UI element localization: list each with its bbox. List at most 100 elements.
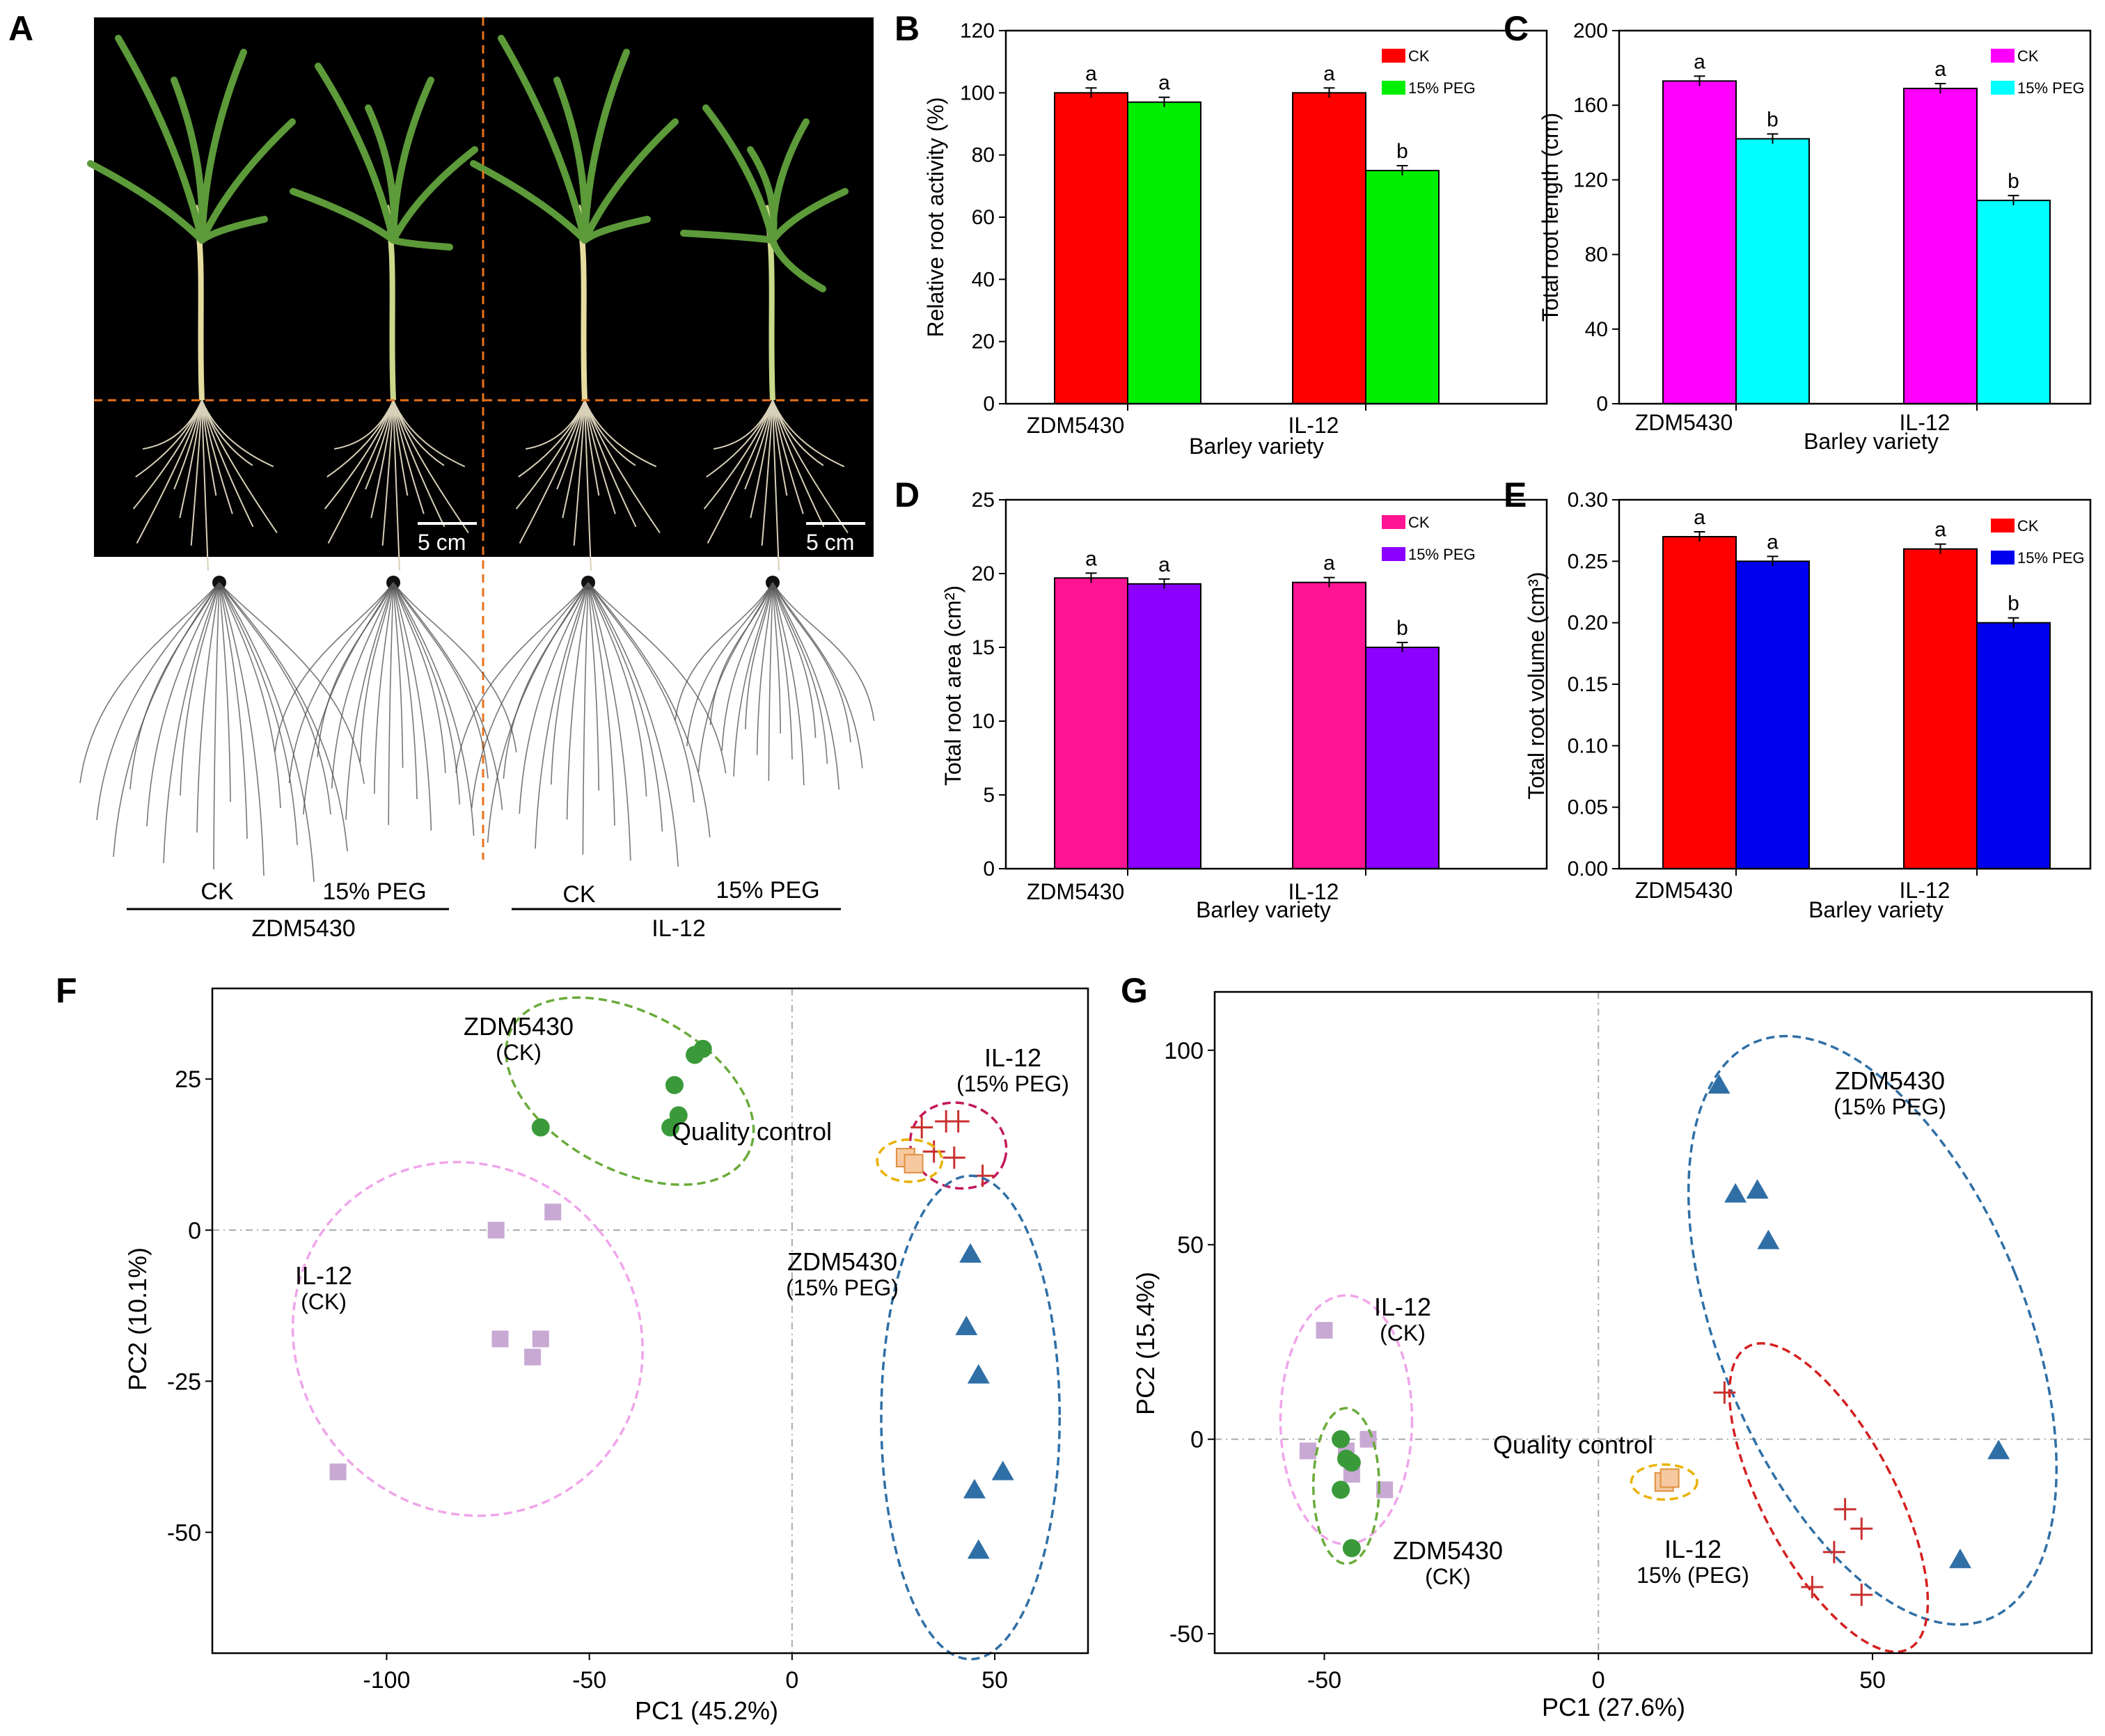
point-plus: [922, 1140, 945, 1163]
y-axis-label: Total root area (cm²): [940, 585, 965, 786]
root-scan-line: [393, 582, 460, 805]
x-tick-label: 50: [981, 1667, 1008, 1694]
significance-letter: a: [1934, 58, 1946, 81]
x-tick-label: -50: [572, 1667, 606, 1694]
plant-leaf: [581, 49, 630, 244]
root-scan-line: [303, 582, 394, 815]
plant-root: [772, 400, 788, 496]
bar: [1662, 80, 1737, 405]
root-scan-line: [772, 582, 828, 764]
x-axis-label: PC1 (45.2%): [635, 1696, 778, 1725]
y-tick-label: 0.15: [1568, 673, 1608, 696]
plant-illustrations: [87, 35, 849, 571]
y-tick-label: 40: [1585, 318, 1608, 341]
category-label: ZDM5430: [1635, 410, 1733, 435]
legend-swatch: [1991, 49, 2015, 63]
panel-g-chart: GIL-12(CK)ZDM5430(CK)ZDM5430(15% PEG)IL-…: [1121, 971, 2093, 1721]
plant-root: [761, 400, 773, 546]
significance-letter: a: [1085, 62, 1097, 85]
scale-bar-label-2: 5 cm: [806, 530, 854, 555]
root-scan-line: [393, 582, 432, 831]
bar: [1976, 199, 2051, 404]
root-scan-line: [146, 582, 220, 827]
root-scan-line: [359, 582, 394, 763]
significance-letter: a: [1694, 50, 1705, 73]
plant-root: [772, 400, 825, 528]
plant-leaf: [768, 118, 810, 244]
group-label: Quality control: [1493, 1430, 1653, 1459]
point-plus: [947, 1110, 970, 1133]
group-sublabel: (15% PEG): [786, 1275, 899, 1300]
y-tick-label: 0.20: [1568, 612, 1608, 635]
point-plus: [1801, 1576, 1824, 1598]
group-ellipse: [876, 1138, 944, 1183]
bar: [1127, 101, 1201, 404]
x-tick-label: 0: [785, 1667, 798, 1694]
plant-root: [393, 400, 446, 528]
y-axis-label: Total root length (cm): [1538, 113, 1563, 322]
legend-swatch: [1991, 551, 2015, 565]
group-sublabel: (15% PEG): [1834, 1094, 1946, 1119]
x-axis-label: Barley variety: [1808, 897, 1944, 922]
group-ellipse: [1687, 1034, 2058, 1626]
root-scans: [79, 576, 875, 883]
root-scan-line: [455, 582, 589, 773]
significance-letter: b: [1396, 617, 1408, 640]
point-plus: [1850, 1517, 1873, 1540]
y-tick-label: 80: [1585, 244, 1608, 267]
y-tick-label: -50: [167, 1520, 201, 1546]
plant-leaf: [702, 104, 776, 244]
panel-d-chart: Da a ZDM5430 a b IL-12 0 5 10 15 20 25 CK 15% PEG Barl…: [894, 475, 1548, 922]
legend-label: 15% PEG: [1408, 79, 1476, 97]
category-label: IL-12: [1288, 413, 1339, 438]
legend-swatch: [1382, 81, 1405, 95]
group-label: IL-12: [295, 1261, 352, 1290]
bar: [1976, 622, 2051, 870]
plant-leaf: [198, 118, 296, 244]
panel-letter: E: [1504, 475, 1527, 514]
group-ellipse: [1728, 1342, 1930, 1653]
treatment-label-ck-1: CK: [200, 878, 234, 905]
significance-letter: a: [1158, 72, 1170, 95]
point-square: [1316, 1322, 1333, 1339]
y-tick-label: 60: [972, 206, 995, 229]
plant-root: [201, 400, 209, 571]
root-scan-line: [393, 582, 475, 836]
root-scan-line: [519, 582, 589, 814]
root-scan-line: [588, 582, 647, 797]
root-scan-line: [219, 582, 331, 815]
x-tick-label: 50: [1859, 1667, 1886, 1694]
x-axis-label: PC1 (27.6%): [1542, 1693, 1685, 1721]
y-tick-label: -50: [1169, 1621, 1204, 1648]
plant-root: [519, 400, 585, 544]
point-triangle: [1708, 1074, 1730, 1094]
root-scan-line: [213, 582, 220, 870]
significance-letter: b: [2008, 170, 2019, 193]
point-triangle: [1757, 1229, 1780, 1249]
category-label: IL-12: [1288, 879, 1339, 904]
plant-root: [703, 400, 773, 510]
bar: [1292, 581, 1366, 869]
point-circle: [665, 1075, 684, 1094]
group-label: IL-12: [1374, 1293, 1431, 1321]
panel-letter: G: [1121, 971, 1148, 1010]
plant-root: [584, 400, 637, 528]
point-circle: [1342, 1539, 1361, 1558]
plant-root: [393, 400, 400, 571]
plant-root: [772, 400, 780, 571]
treatment-label-peg-1: 15% PEG: [322, 878, 426, 905]
legend-label: CK: [2017, 517, 2039, 535]
plant-root: [584, 400, 616, 514]
y-tick-label: 0.05: [1568, 796, 1608, 819]
plant-root: [584, 400, 600, 496]
plant-leaf: [680, 230, 776, 244]
plant-leaf: [581, 216, 651, 244]
point-plus: [910, 1116, 933, 1139]
significance-letter: a: [1934, 519, 1946, 542]
root-scan-line: [113, 582, 220, 858]
axes-frame: [1004, 498, 1548, 870]
root-scan-line: [675, 582, 773, 721]
point-triangle: [1724, 1183, 1747, 1203]
